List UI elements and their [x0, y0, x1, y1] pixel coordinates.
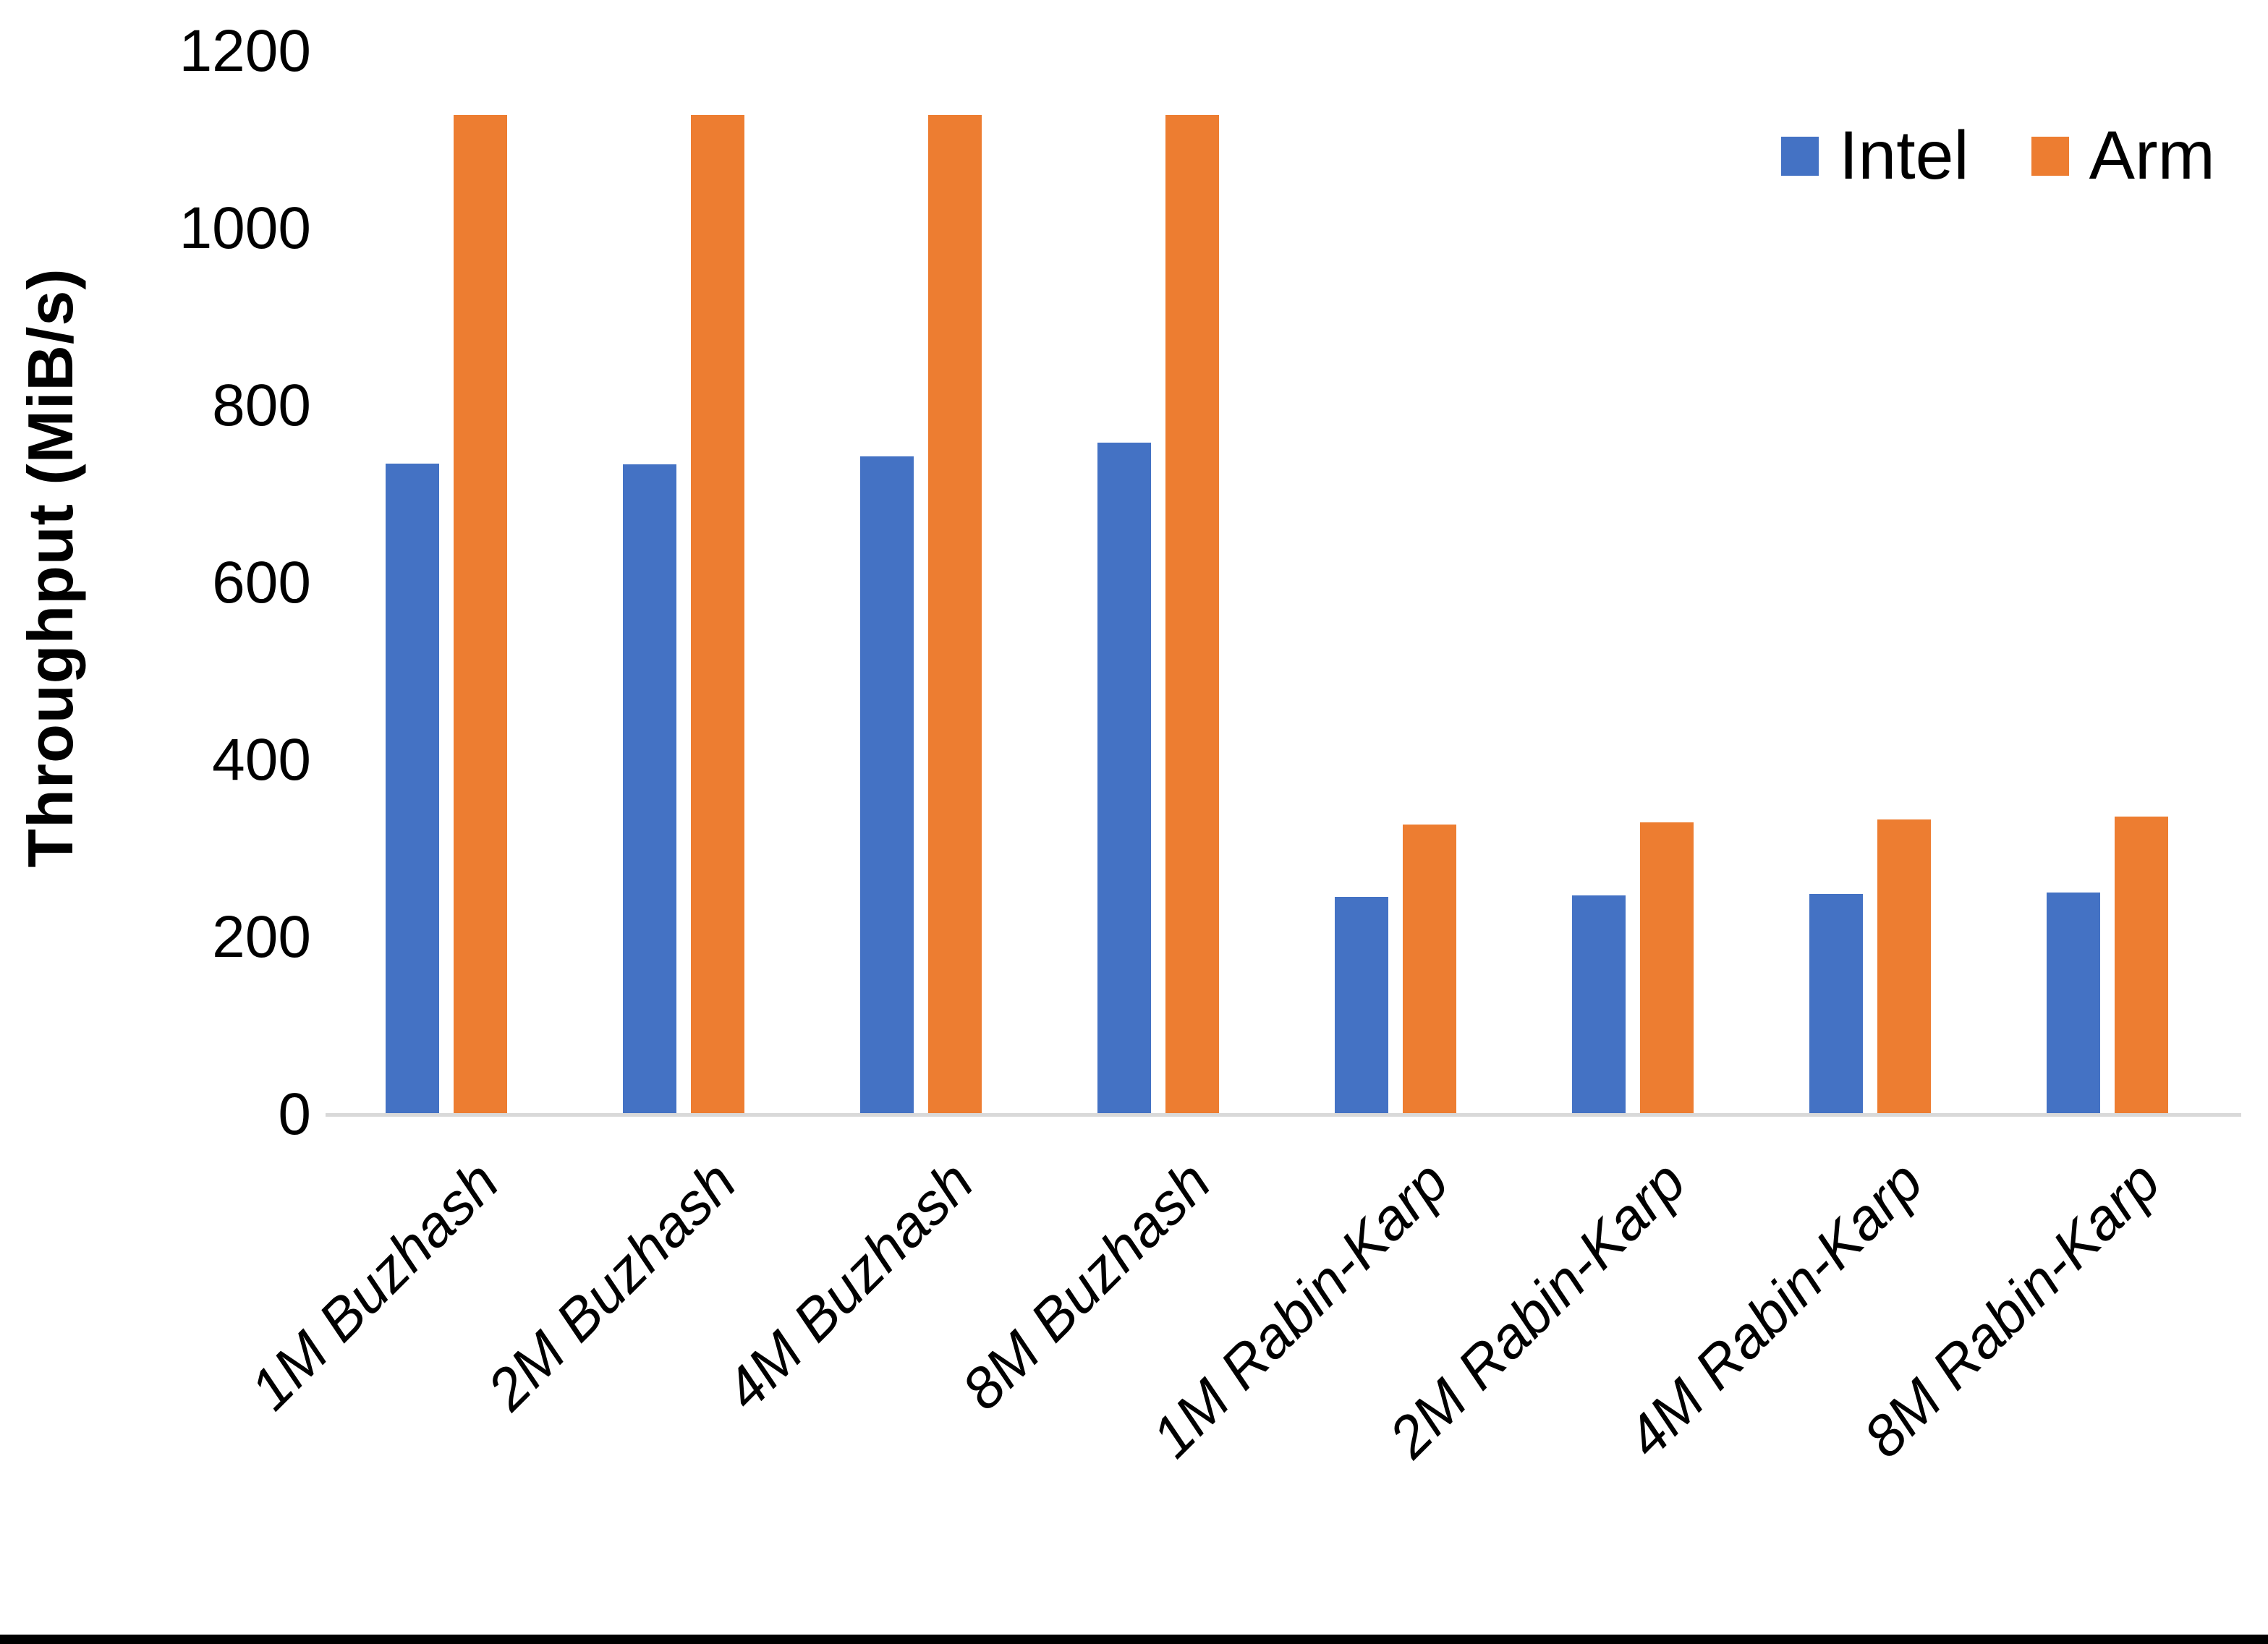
y-tick-label: 800 — [212, 372, 311, 438]
legend-swatch-intel — [1781, 136, 1819, 176]
y-tick-label: 600 — [212, 550, 311, 616]
y-tick-label: 1000 — [179, 195, 311, 261]
x-axis-line — [326, 1113, 2241, 1117]
bar-intel-4 — [1097, 443, 1151, 1115]
y-tick-label: 0 — [278, 1081, 311, 1147]
bar-intel-1 — [386, 464, 439, 1115]
legend: Intel Arm — [1781, 122, 2215, 190]
bar-intel-3 — [860, 456, 914, 1115]
bar-intel-8 — [2047, 893, 2100, 1115]
bar-arm-1 — [454, 115, 507, 1115]
bottom-border — [0, 1635, 2268, 1644]
y-tick-label: 400 — [212, 727, 311, 793]
legend-item-intel: Intel — [1781, 122, 1969, 190]
legend-label-intel: Intel — [1839, 117, 1969, 194]
x-category-label: 2M Buzhash — [475, 1149, 749, 1422]
bar-arm-4 — [1165, 115, 1219, 1115]
bar-arm-6 — [1640, 822, 1694, 1115]
bar-intel-5 — [1335, 897, 1388, 1115]
y-tick-label: 1200 — [179, 18, 311, 84]
bar-arm-5 — [1403, 825, 1456, 1115]
bar-arm-8 — [2115, 817, 2168, 1115]
bar-intel-6 — [1572, 895, 1626, 1115]
bar-arm-7 — [1877, 819, 1931, 1115]
x-category-label: 8M Buzhash — [950, 1149, 1223, 1422]
bar-arm-3 — [928, 115, 982, 1115]
x-category-label: 1M Buzhash — [238, 1149, 511, 1422]
legend-label-arm: Arm — [2089, 117, 2215, 194]
y-tick-label: 200 — [212, 904, 311, 970]
bar-arm-2 — [691, 115, 744, 1115]
legend-swatch-arm — [2031, 136, 2069, 176]
bar-intel-2 — [623, 464, 676, 1115]
x-category-label: 4M Buzhash — [713, 1149, 986, 1422]
bar-intel-7 — [1809, 894, 1863, 1115]
legend-item-arm: Arm — [2031, 122, 2215, 190]
